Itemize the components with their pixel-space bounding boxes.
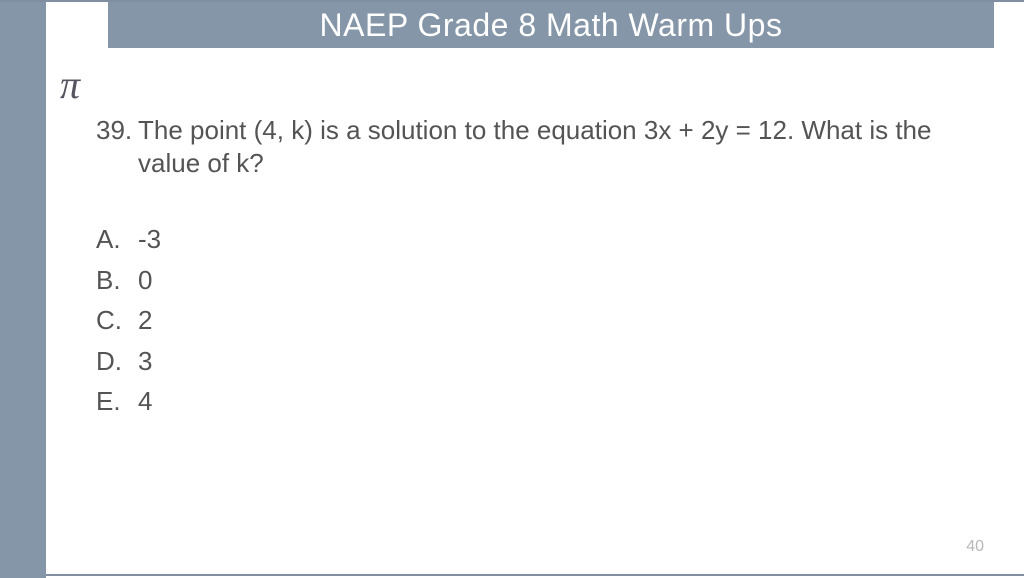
choice-text: 0 <box>138 264 964 297</box>
question-number: 39. <box>96 114 138 179</box>
left-decorative-bar <box>0 2 46 578</box>
choice-text: 3 <box>138 345 964 378</box>
content-area: 39. The point (4, k) is a solution to th… <box>96 114 964 426</box>
pi-decoration: π <box>46 60 94 108</box>
choice-list: A. -3 B. 0 C. 2 D. 3 E. 4 <box>96 223 964 418</box>
choice-letter: E. <box>96 385 138 418</box>
pi-icon: π <box>60 61 80 108</box>
choice-text: 2 <box>138 304 964 337</box>
choice-letter: D. <box>96 345 138 378</box>
choice-text: -3 <box>138 223 964 256</box>
list-item: E. 4 <box>96 385 964 418</box>
question-block: 39. The point (4, k) is a solution to th… <box>96 114 964 179</box>
choice-letter: C. <box>96 304 138 337</box>
page-number: 40 <box>966 538 984 556</box>
title-bar: NAEP Grade 8 Math Warm Ups <box>108 2 994 48</box>
choice-text: 4 <box>138 385 964 418</box>
choice-letter: B. <box>96 264 138 297</box>
slide: NAEP Grade 8 Math Warm Ups π 39. The poi… <box>0 0 1024 576</box>
question-text: The point (4, k) is a solution to the eq… <box>138 114 964 179</box>
slide-title: NAEP Grade 8 Math Warm Ups <box>320 7 783 44</box>
list-item: B. 0 <box>96 264 964 297</box>
list-item: C. 2 <box>96 304 964 337</box>
choice-letter: A. <box>96 223 138 256</box>
list-item: A. -3 <box>96 223 964 256</box>
list-item: D. 3 <box>96 345 964 378</box>
